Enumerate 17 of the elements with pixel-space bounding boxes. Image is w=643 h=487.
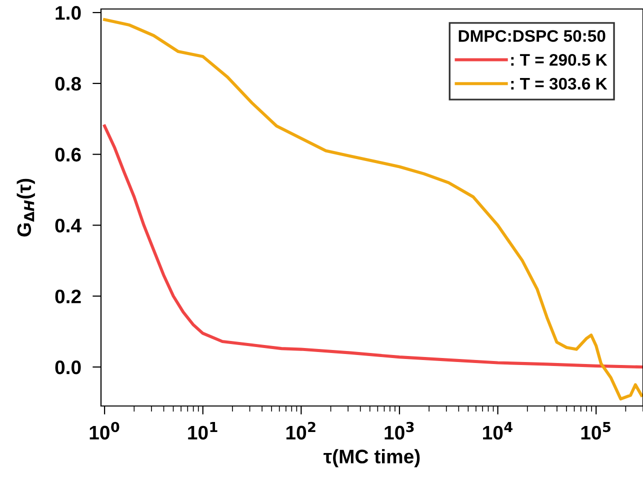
legend-title: DMPC:DSPC 50:50 [458,30,606,42]
y-tick-label: 1.0 [56,6,81,20]
y-tick-label: 0.6 [55,148,81,162]
x-tick-label: 10$^{0}$ [90,422,120,440]
legend-label: : T = 303.6 K [511,78,608,90]
y-tick-label: 0.0 [55,360,81,374]
x-tick-label: 10$^{5}$ [581,422,610,440]
legend-label: : T = 290.5 K [511,54,608,66]
x-tick-label: 10$^{2}$ [286,422,316,440]
x-tick-label: 10$^{1}$ [188,422,218,440]
y-tick-label: 0.4 [55,218,82,232]
y-tick-label: 0.2 [55,290,81,304]
y-tick-label: 0.8 [55,76,81,91]
x-axis-title: τ(MC time) [324,449,420,468]
y-axis-title: G$_{ΔH}$(τ) [16,178,35,236]
x-tick-label: 10$^{3}$ [384,422,414,440]
x-tick-label: 10$^{4}$ [483,422,513,440]
